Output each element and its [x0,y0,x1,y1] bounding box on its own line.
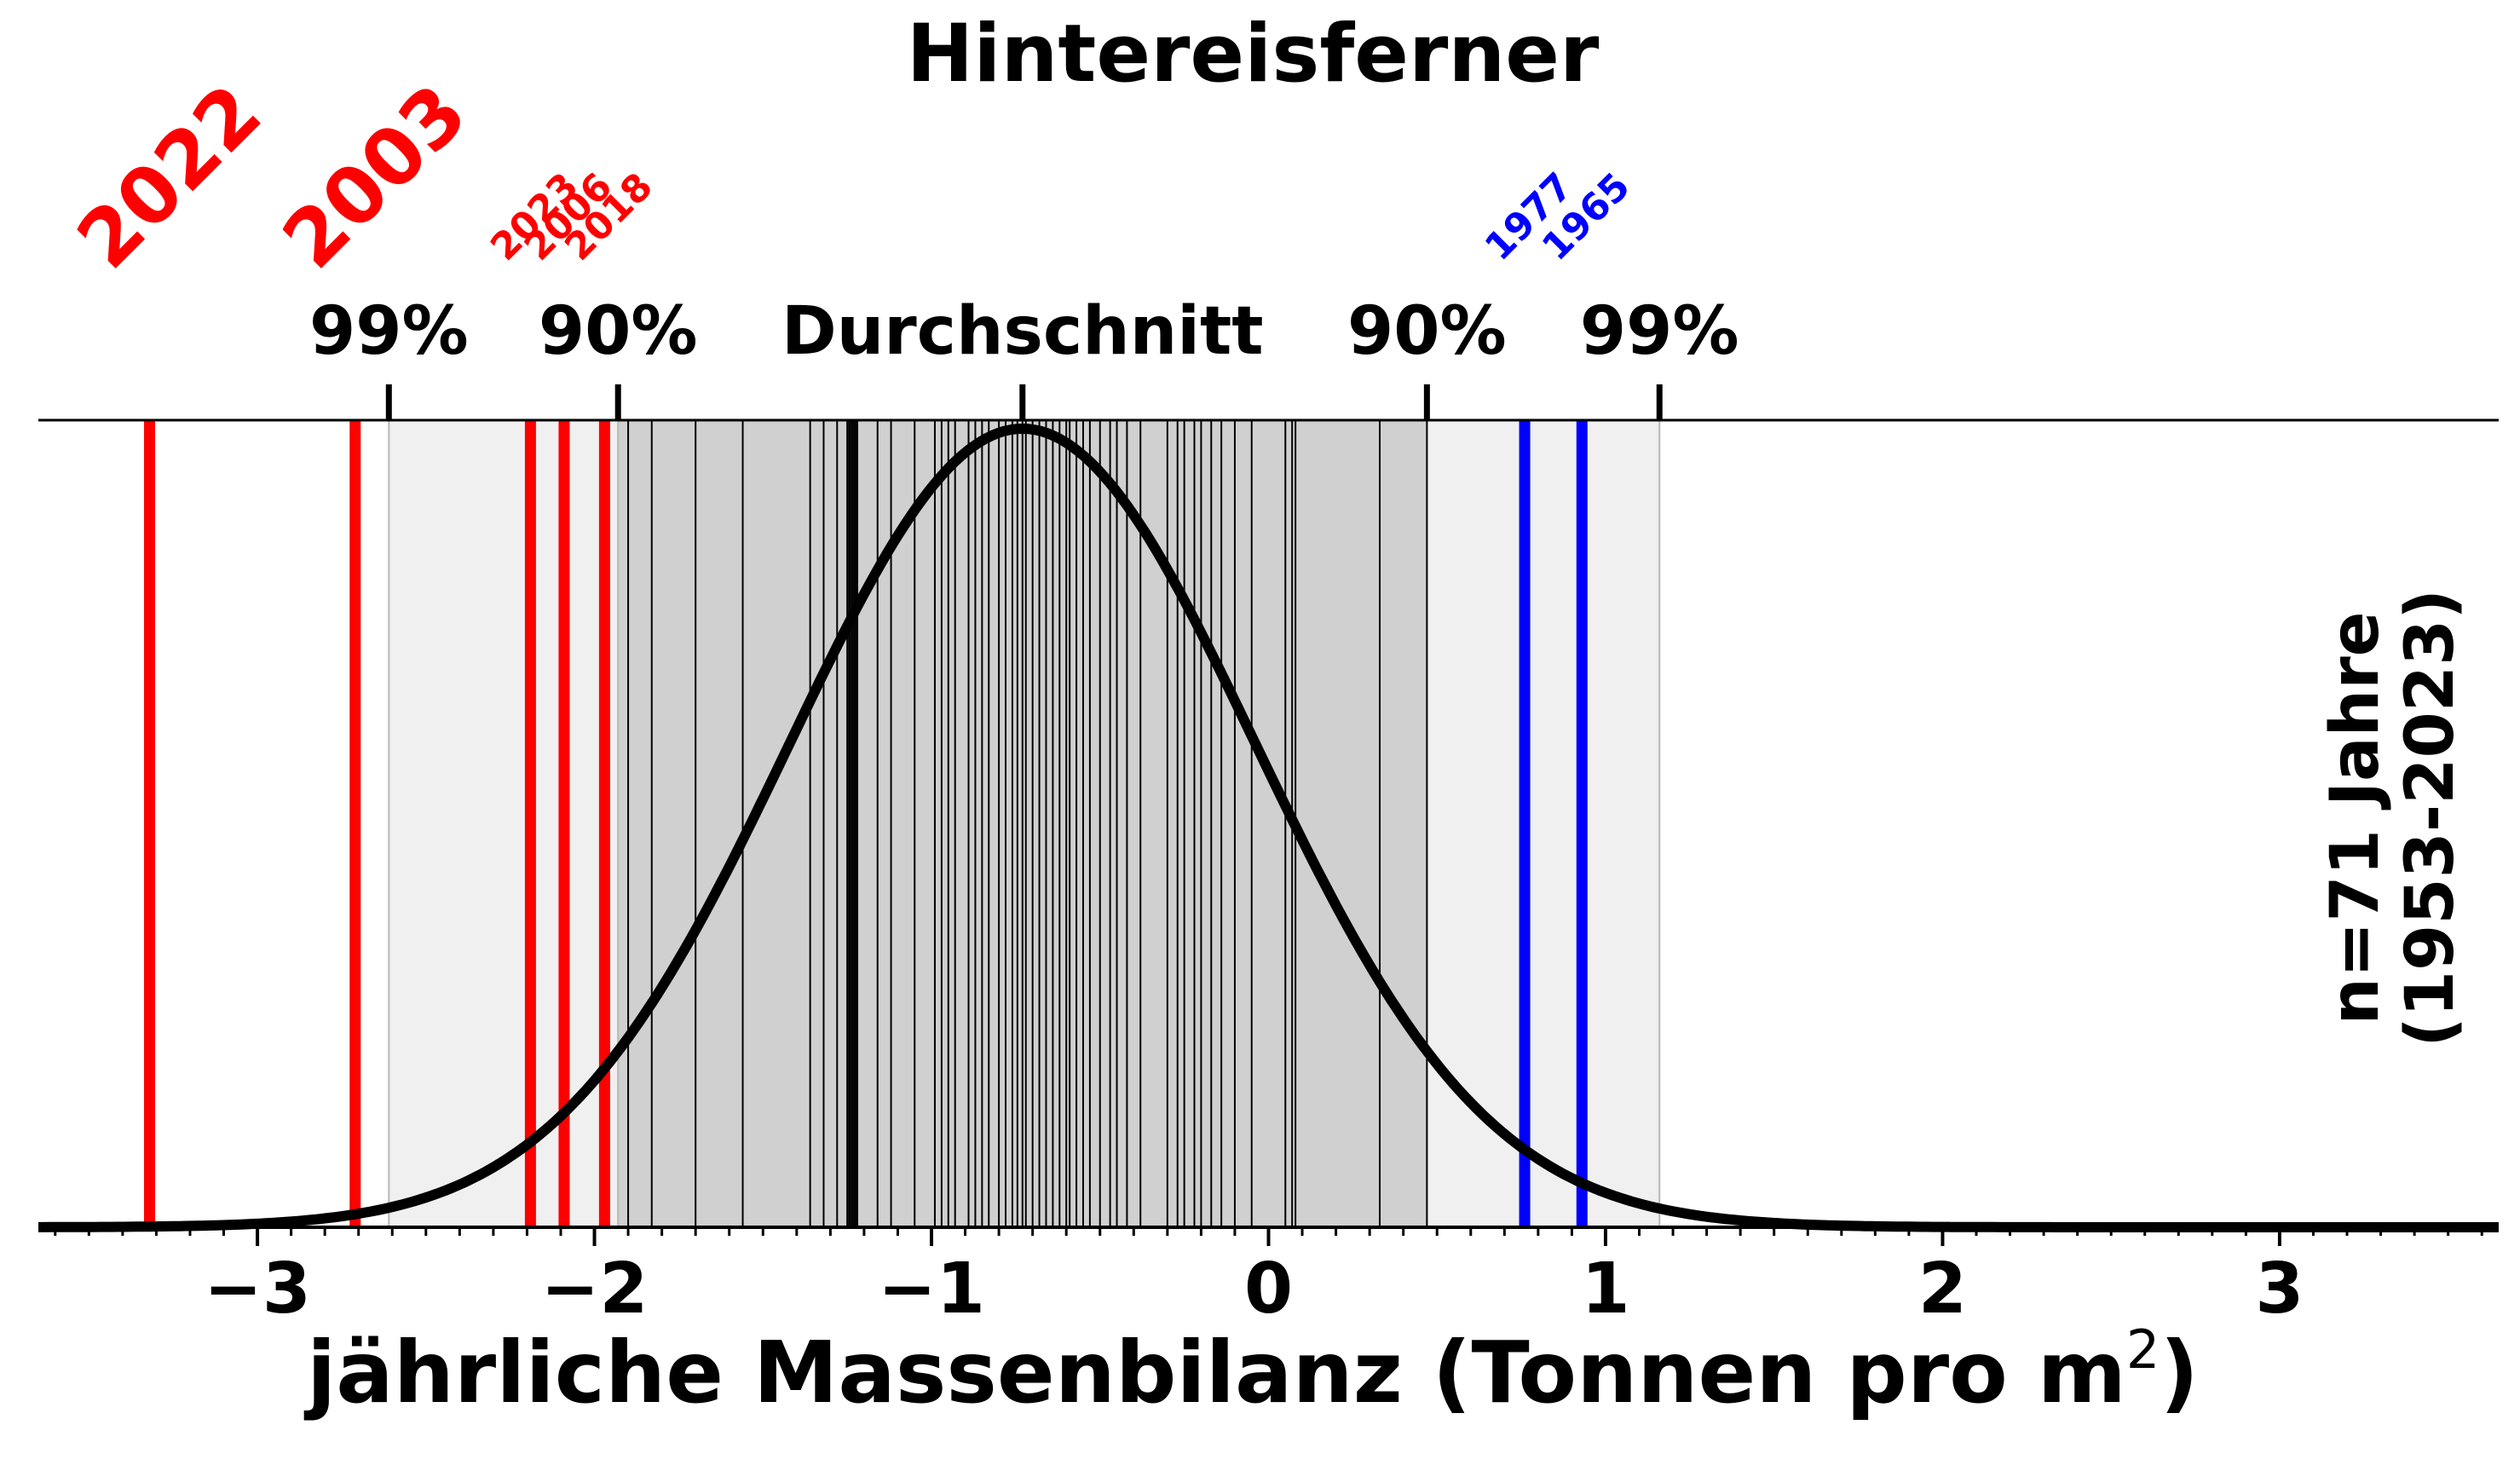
percentile-label: 99% [309,293,469,370]
percentile-markers: 99% 90% Durchschnitt 90% 99% [309,293,1739,420]
x-axis-ticks: −3 −2 −1 0 1 2 3 [54,1227,2483,1330]
x-tick-label: 1 [1581,1249,1629,1330]
x-tick-label: −2 [541,1249,649,1330]
percentile-label: Durchschnitt [781,293,1264,370]
percentile-label: 90% [1347,293,1507,370]
x-axis-label: jährliche Massenbilanz (Tonnen pro m2) [303,1318,2199,1422]
year-lines [627,420,1428,1227]
percentile-label: 99% [1580,293,1739,370]
sample-size-line1: n=71 Jahre [2317,611,2394,1024]
x-tick-label: 2 [1918,1249,1967,1330]
x-axis-label-close: ) [2160,1323,2199,1422]
x-tick-label: 0 [1244,1249,1293,1330]
sample-size-note: n=71 Jahre (1953-2023) [2317,589,2469,1047]
highlighted-year-lines [144,420,1588,1227]
x-tick-label: 3 [2255,1249,2304,1330]
x-axis-label-main: jährliche Massenbilanz (Tonnen pro m [303,1323,2126,1422]
percentile-label: 90% [539,293,698,370]
x-axis-label-superscript: 2 [2126,1318,2160,1381]
x-tick-label: −3 [204,1249,311,1330]
sample-size-line2: (1953-2023) [2392,589,2469,1047]
chart-title: Hintereisferner [907,8,1600,101]
x-tick-label: −1 [878,1249,985,1330]
